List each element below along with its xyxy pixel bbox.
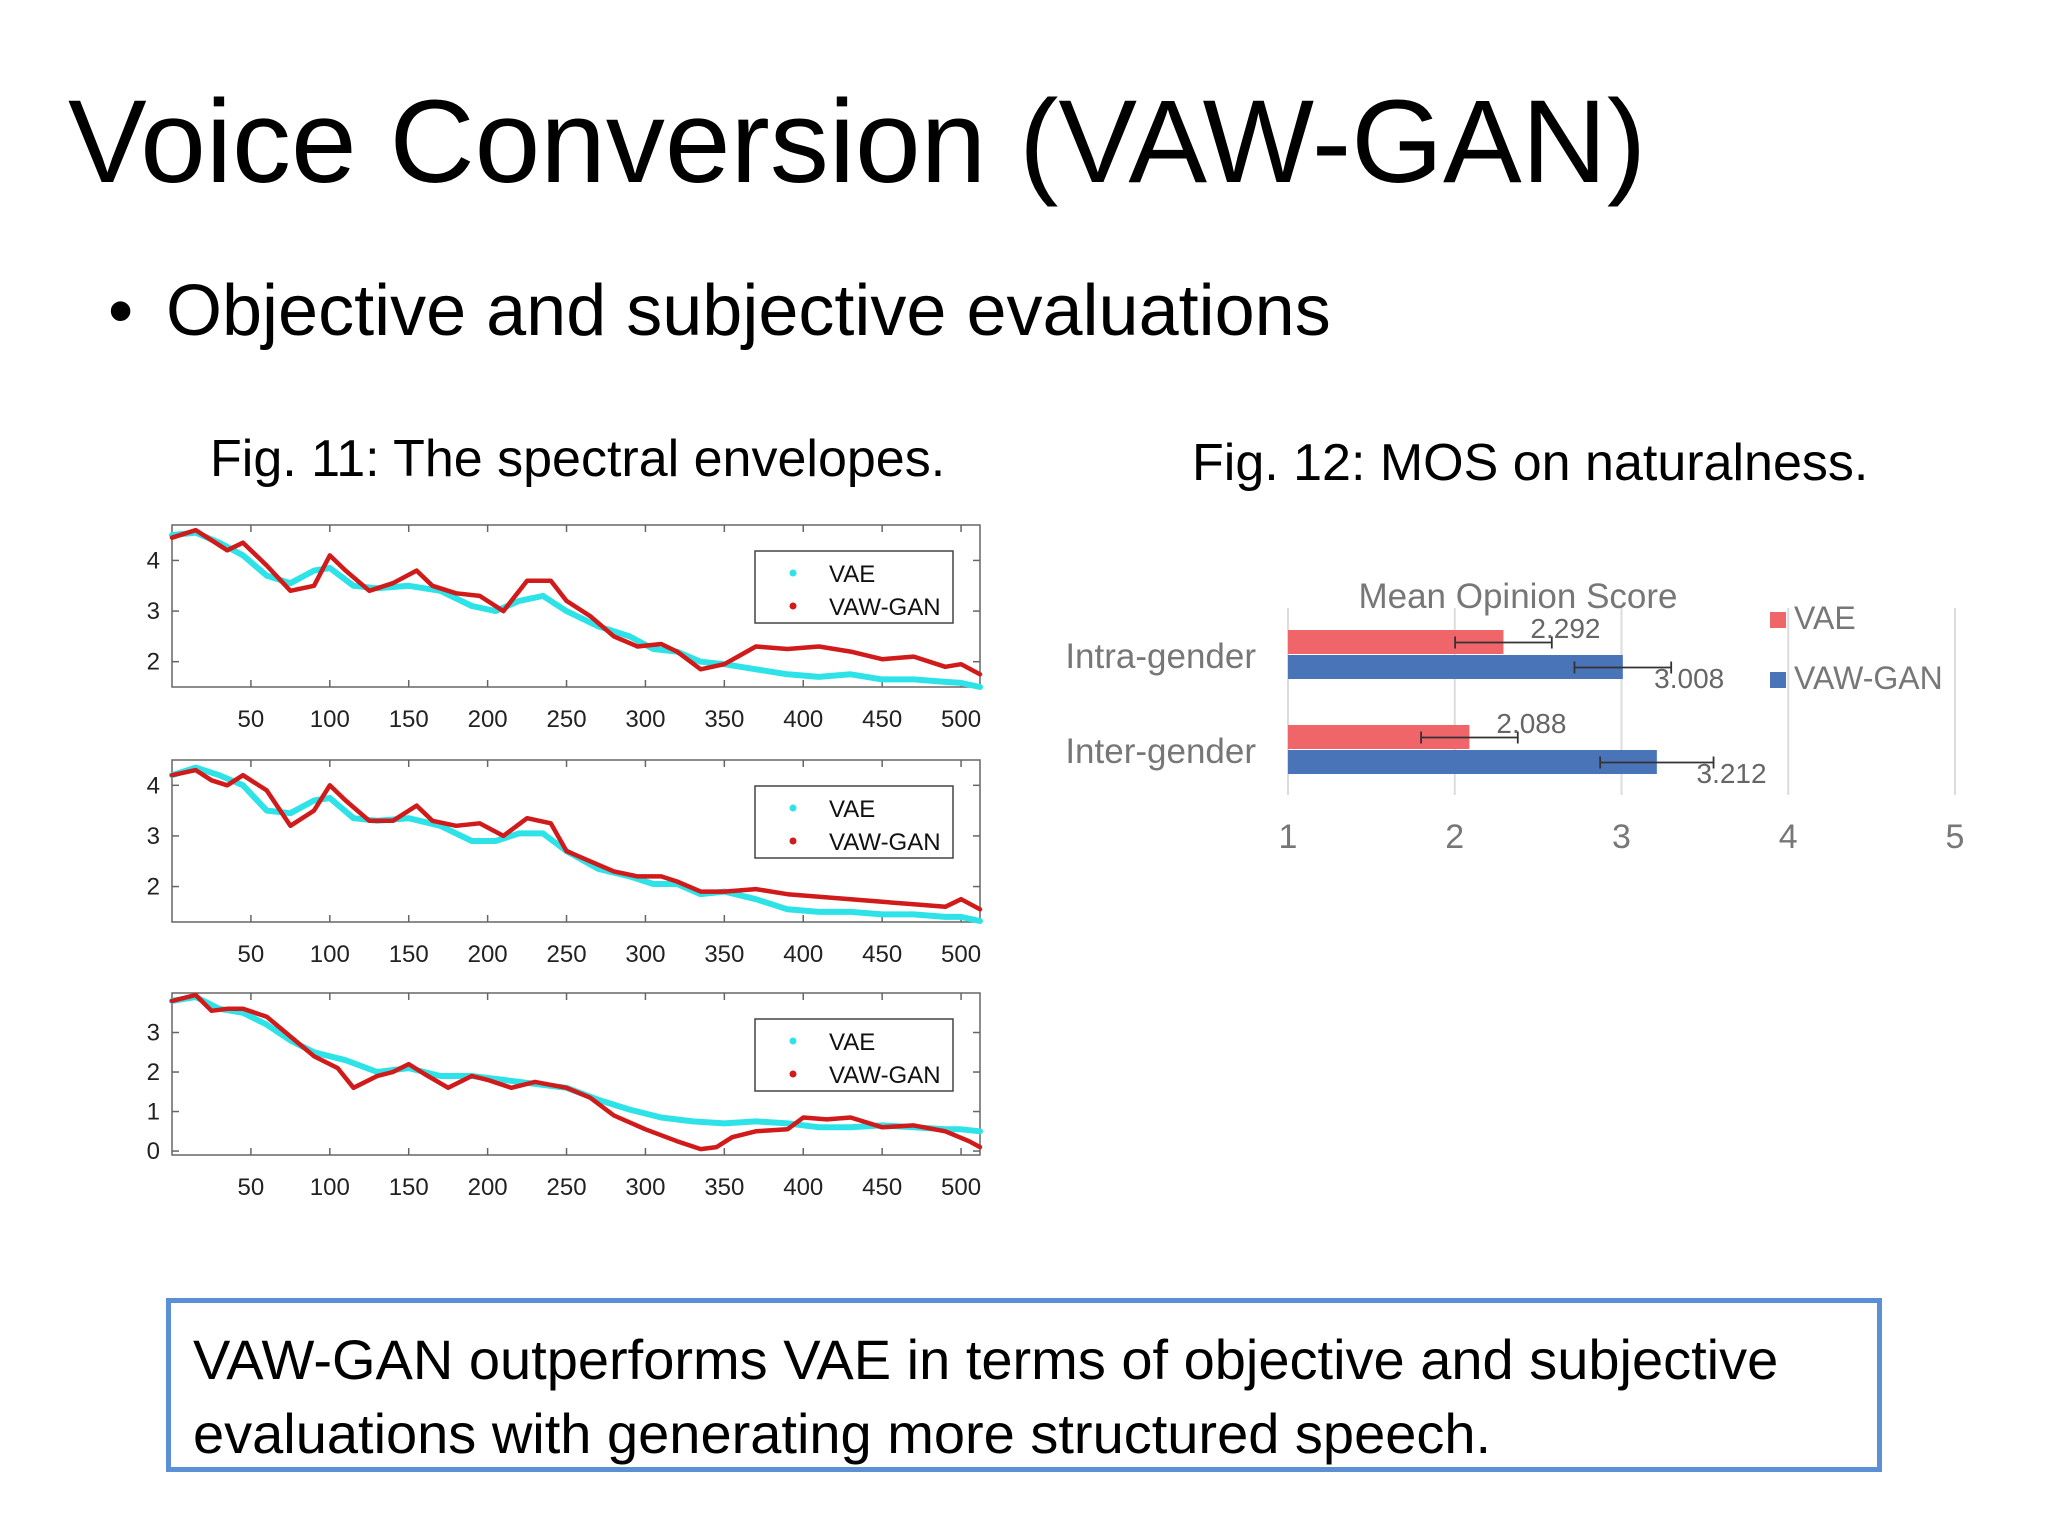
legend-label: VAE xyxy=(829,561,875,588)
x-tick-label: 150 xyxy=(389,1174,429,1201)
category-label: Intra-gender xyxy=(1065,637,1256,676)
series-line-vae xyxy=(169,529,983,690)
legend-marker xyxy=(789,837,797,845)
fig12-caption: Fig. 12: MOS on naturalness. xyxy=(1192,434,1869,492)
legend-label: VAW-GAN xyxy=(1794,660,1943,696)
value-label: 3.008 xyxy=(1654,663,1724,694)
y-tick-label: 2 xyxy=(147,1059,160,1086)
bar-vaw-gan xyxy=(1288,655,1623,679)
y-tick-label: 3 xyxy=(147,598,160,625)
x-tick-label: 450 xyxy=(862,941,902,968)
y-tick-label: 4 xyxy=(147,772,160,799)
x-tick-label: 50 xyxy=(238,706,265,733)
fig11-caption: Fig. 11: The spectral envelopes. xyxy=(210,430,946,488)
legend-label: VAE xyxy=(829,1029,875,1056)
y-tick-label: 2 xyxy=(147,874,160,901)
x-tick-label: 300 xyxy=(625,941,665,968)
x-tick-label: 500 xyxy=(941,706,981,733)
y-tick-label: 2 xyxy=(147,649,160,676)
spectral-envelope-chart-1: 50 100 150 200 250 300 350 400 450 500 2 3 4 VAE VAW-G… xyxy=(147,524,983,733)
x-tick-label: 450 xyxy=(862,1174,902,1201)
series-line-vaw-gan xyxy=(169,992,983,1152)
x-tick-label: 100 xyxy=(310,706,350,733)
mos-bar-chart: 1 2 3 4 5 Mean Opinion Score Intra-gender 2.292… xyxy=(1065,577,1965,856)
bullet-text: Objective and subjective evaluations xyxy=(166,271,1331,351)
x-tick-label: 300 xyxy=(625,706,665,733)
series-line-vaw-gan xyxy=(169,527,983,677)
legend-label: VAW-GAN xyxy=(829,594,941,621)
legend-box xyxy=(754,1018,954,1092)
x-tick-label: 100 xyxy=(310,941,350,968)
y-tick-label: 3 xyxy=(147,823,160,850)
legend-swatch xyxy=(1770,612,1786,628)
x-tick-label: 200 xyxy=(468,941,508,968)
x-tick-label: 350 xyxy=(704,706,744,733)
x-tick-label: 350 xyxy=(704,1174,744,1201)
x-tick-label: 400 xyxy=(783,1174,823,1201)
x-tick-label: 150 xyxy=(389,941,429,968)
spectral-envelope-figure: 50 100 150 200 250 300 350 400 450 500234VAEVAW-G… xyxy=(147,524,983,1201)
conclusion-box: VAW-GAN outperforms VAE in terms of obje… xyxy=(166,1298,1882,1472)
value-label: 3.212 xyxy=(1697,758,1767,789)
x-tick-label: 250 xyxy=(547,706,587,733)
legend-marker xyxy=(789,602,797,610)
spectral-envelope-chart-2: 50 100 150 200 250 300 350 400 450 500 2 3 4 VAE VAW-G… xyxy=(147,759,983,968)
bullet-item: • Objective and subjective evaluations xyxy=(108,268,1331,354)
legend-marker xyxy=(789,1037,797,1045)
y-tick-label: 1 xyxy=(147,1099,160,1126)
category-label: Inter-gender xyxy=(1065,732,1256,771)
slide-title: Voice Conversion (VAW-GAN) xyxy=(68,76,1647,208)
x-tick-label: 500 xyxy=(941,1174,981,1201)
chart-title: Mean Opinion Score xyxy=(1358,577,1677,616)
legend-swatch xyxy=(1770,672,1786,688)
x-tick-label: 450 xyxy=(862,706,902,733)
x-tick-label: 200 xyxy=(468,706,508,733)
x-tick-label: 250 xyxy=(547,1174,587,1201)
x-tick-label: 150 xyxy=(389,706,429,733)
bullet-dot-icon: • xyxy=(108,271,134,351)
value-label: 2.292 xyxy=(1530,613,1600,644)
x-tick-label: 1 xyxy=(1279,818,1298,856)
y-tick-label: 0 xyxy=(147,1138,160,1165)
legend-box xyxy=(754,550,954,624)
bar-vaw-gan xyxy=(1288,750,1657,774)
x-tick-label: 500 xyxy=(941,941,981,968)
x-tick-label: 250 xyxy=(547,941,587,968)
conclusion-text: VAW-GAN outperforms VAE in terms of obje… xyxy=(193,1328,1779,1465)
x-tick-label: 50 xyxy=(238,941,265,968)
x-tick-label: 2 xyxy=(1445,818,1464,856)
legend-label: VAW-GAN xyxy=(829,1062,941,1089)
x-tick-label: 350 xyxy=(704,941,744,968)
x-tick-label: 50 xyxy=(238,1174,265,1201)
legend-label: VAW-GAN xyxy=(829,829,941,856)
legend-box xyxy=(754,785,954,859)
y-tick-label: 3 xyxy=(147,1020,160,1047)
legend-label: VAE xyxy=(829,796,875,823)
x-tick-label: 400 xyxy=(783,941,823,968)
x-tick-label: 5 xyxy=(1946,818,1965,856)
legend-marker xyxy=(789,569,797,577)
legend-marker xyxy=(789,804,797,812)
series-line-vaw-gan xyxy=(169,767,983,912)
x-tick-label: 300 xyxy=(625,1174,665,1201)
x-tick-label: 400 xyxy=(783,706,823,733)
value-label: 2.088 xyxy=(1496,708,1566,739)
spectral-envelope-chart-3: 50 100 150 200 250 300 350 400 450 500 0 1 2 3 VAE VAW-… xyxy=(147,992,983,1201)
x-tick-label: 200 xyxy=(468,1174,508,1201)
y-tick-label: 4 xyxy=(147,547,160,574)
x-tick-label: 3 xyxy=(1612,818,1631,856)
legend-label: VAE xyxy=(1794,600,1856,636)
legend-marker xyxy=(789,1070,797,1078)
x-tick-label: 100 xyxy=(310,1174,350,1201)
series-line-vae xyxy=(169,764,983,924)
x-tick-label: 4 xyxy=(1779,818,1798,856)
